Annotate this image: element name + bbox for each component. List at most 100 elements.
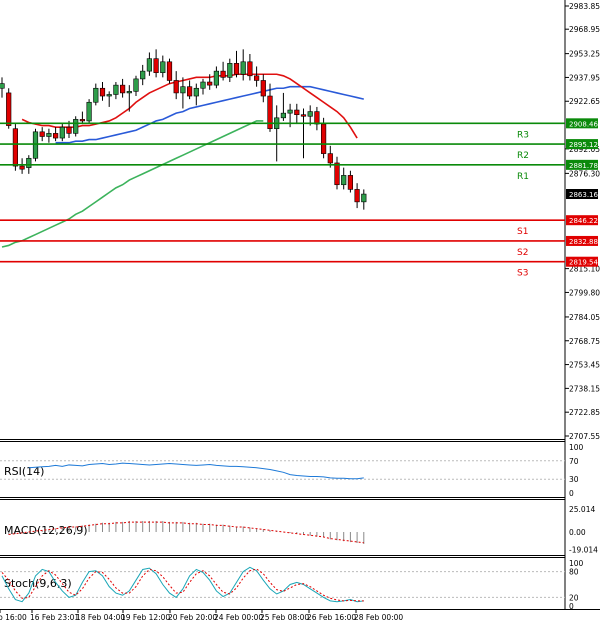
- candle-up: [280, 112, 287, 119]
- candlesticks: [0, 49, 367, 210]
- candle-down: [233, 63, 240, 75]
- candle-up: [126, 91, 132, 94]
- rsi-label: RSI(14): [4, 465, 44, 478]
- price-tick-label: 2722.85: [569, 408, 600, 417]
- rsi-pane: RSI(14) 100 70 30 0: [0, 443, 584, 498]
- level-name-s1: S1: [517, 227, 528, 237]
- candle-down: [39, 131, 45, 137]
- candle-down: [314, 111, 320, 125]
- level-name-s3: S3: [517, 269, 528, 279]
- rsi-tick-label: 30: [569, 475, 579, 484]
- price-tick-label: 2983.85: [569, 2, 600, 11]
- candle-up: [180, 86, 186, 94]
- level-price-box: [566, 159, 598, 170]
- candle-down: [52, 133, 59, 139]
- candle-down: [327, 153, 333, 164]
- time-tick-label: 16 Feb 23:01: [30, 613, 79, 622]
- support-resistance-levels: 2908.46 R3 2895.12 R2 2881.78 R1 2846.22 S1 2832…: [0, 118, 598, 279]
- time-tick-label: 25 Feb 08:00: [260, 613, 309, 622]
- candle-down: [347, 175, 354, 190]
- rsi-tick-label: 100: [569, 443, 584, 452]
- time-tick-label: b 16:00: [0, 613, 27, 622]
- macd-tick-label: 25.014: [569, 505, 595, 514]
- candle-down: [19, 165, 25, 170]
- candle-up: [140, 70, 146, 80]
- current-price-label: 2863.16: [569, 191, 598, 199]
- price-tick-label: 2799.80: [569, 288, 600, 297]
- current-price-tag: 2863.16: [566, 189, 598, 199]
- ma-green-line: [1, 120, 264, 248]
- time-tick-label: 20 Feb 20:00: [168, 613, 217, 622]
- candle-down: [247, 61, 253, 77]
- stoch-d-line: [1, 568, 364, 602]
- candle-down: [294, 109, 300, 116]
- candle-up: [213, 70, 220, 86]
- candle-down: [173, 80, 179, 94]
- rsi-tick-label: 70: [569, 457, 579, 466]
- time-tick-label: 26 Feb 16:00: [307, 613, 356, 622]
- candle-up: [146, 58, 153, 72]
- ma-blue-line: [55, 85, 364, 144]
- current-price-box: [566, 189, 598, 199]
- stoch-k-line: [1, 566, 364, 603]
- price-tick-label: 2876.30: [569, 169, 600, 178]
- candle-up: [0, 83, 5, 89]
- level-price-label: 2832.88: [569, 238, 598, 246]
- macd-signal-line: [8, 521, 364, 544]
- candle-up: [240, 61, 246, 75]
- candle-up: [361, 193, 367, 203]
- candle-down: [6, 92, 12, 126]
- candle-down: [79, 119, 85, 122]
- level-price-label: 2846.22: [569, 217, 598, 225]
- level-price-label: 2819.54: [569, 259, 598, 267]
- level-price-label: 2895.12: [569, 141, 598, 149]
- level-price-label: 2908.46: [569, 120, 598, 128]
- candle-down: [166, 61, 173, 81]
- level-price-box: [566, 118, 598, 129]
- stoch-tick-label: 20: [569, 593, 579, 602]
- price-tick-label: 2815.10: [569, 265, 600, 274]
- price-tick-label: 2892.05: [569, 145, 600, 154]
- macd-tick-label: -19.014: [569, 545, 598, 554]
- candle-up: [200, 81, 206, 89]
- candle-up: [93, 87, 99, 103]
- candle-down: [320, 123, 327, 154]
- candle-down: [153, 58, 159, 73]
- candle-down: [120, 84, 126, 94]
- candle-up: [59, 126, 65, 139]
- candle-down: [187, 86, 193, 97]
- candle-down: [267, 95, 273, 130]
- price-tick-label: 2922.65: [569, 97, 600, 106]
- candle-down: [334, 162, 340, 186]
- candle-up: [193, 87, 199, 97]
- candle-up: [113, 84, 119, 95]
- stoch-tick-label: 100: [569, 559, 584, 568]
- macd-pane: MACD(12,26,9) 25.014 0.00 -19.014: [4, 505, 598, 554]
- candle-up: [287, 109, 293, 114]
- candle-up: [46, 133, 52, 137]
- time-tick-label: 18 Feb 04:00: [76, 613, 125, 622]
- price-tick-label: 2968.95: [569, 25, 600, 34]
- candle-down: [207, 81, 213, 86]
- price-tick-label: 2738.15: [569, 384, 600, 393]
- stoch-tick-label: 0: [569, 602, 574, 611]
- candle-up: [227, 63, 233, 78]
- candle-down: [220, 70, 226, 78]
- candle-up: [341, 175, 347, 186]
- price-tick-label: 2784.05: [569, 313, 600, 322]
- candle-down: [260, 80, 266, 97]
- candle-down: [99, 87, 106, 97]
- time-tick-label: 24 Feb 00:00: [214, 613, 263, 622]
- candle-up: [73, 119, 79, 134]
- price-axis: 2983.85 2968.95 2953.25 2937.95 2922.65 2892.…: [565, 2, 600, 441]
- level-price-box: [566, 256, 598, 267]
- price-tick-label: 2707.55: [569, 432, 600, 441]
- price-tick-label: 2953.25: [569, 50, 600, 59]
- time-tick-label: 19 Feb 12:00: [121, 613, 170, 622]
- candle-down: [254, 75, 260, 81]
- level-price-box: [566, 139, 598, 150]
- price-tick-label: 2753.45: [569, 361, 600, 370]
